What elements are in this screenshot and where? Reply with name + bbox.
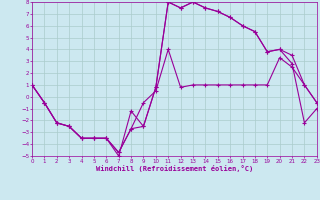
X-axis label: Windchill (Refroidissement éolien,°C): Windchill (Refroidissement éolien,°C) (96, 165, 253, 172)
